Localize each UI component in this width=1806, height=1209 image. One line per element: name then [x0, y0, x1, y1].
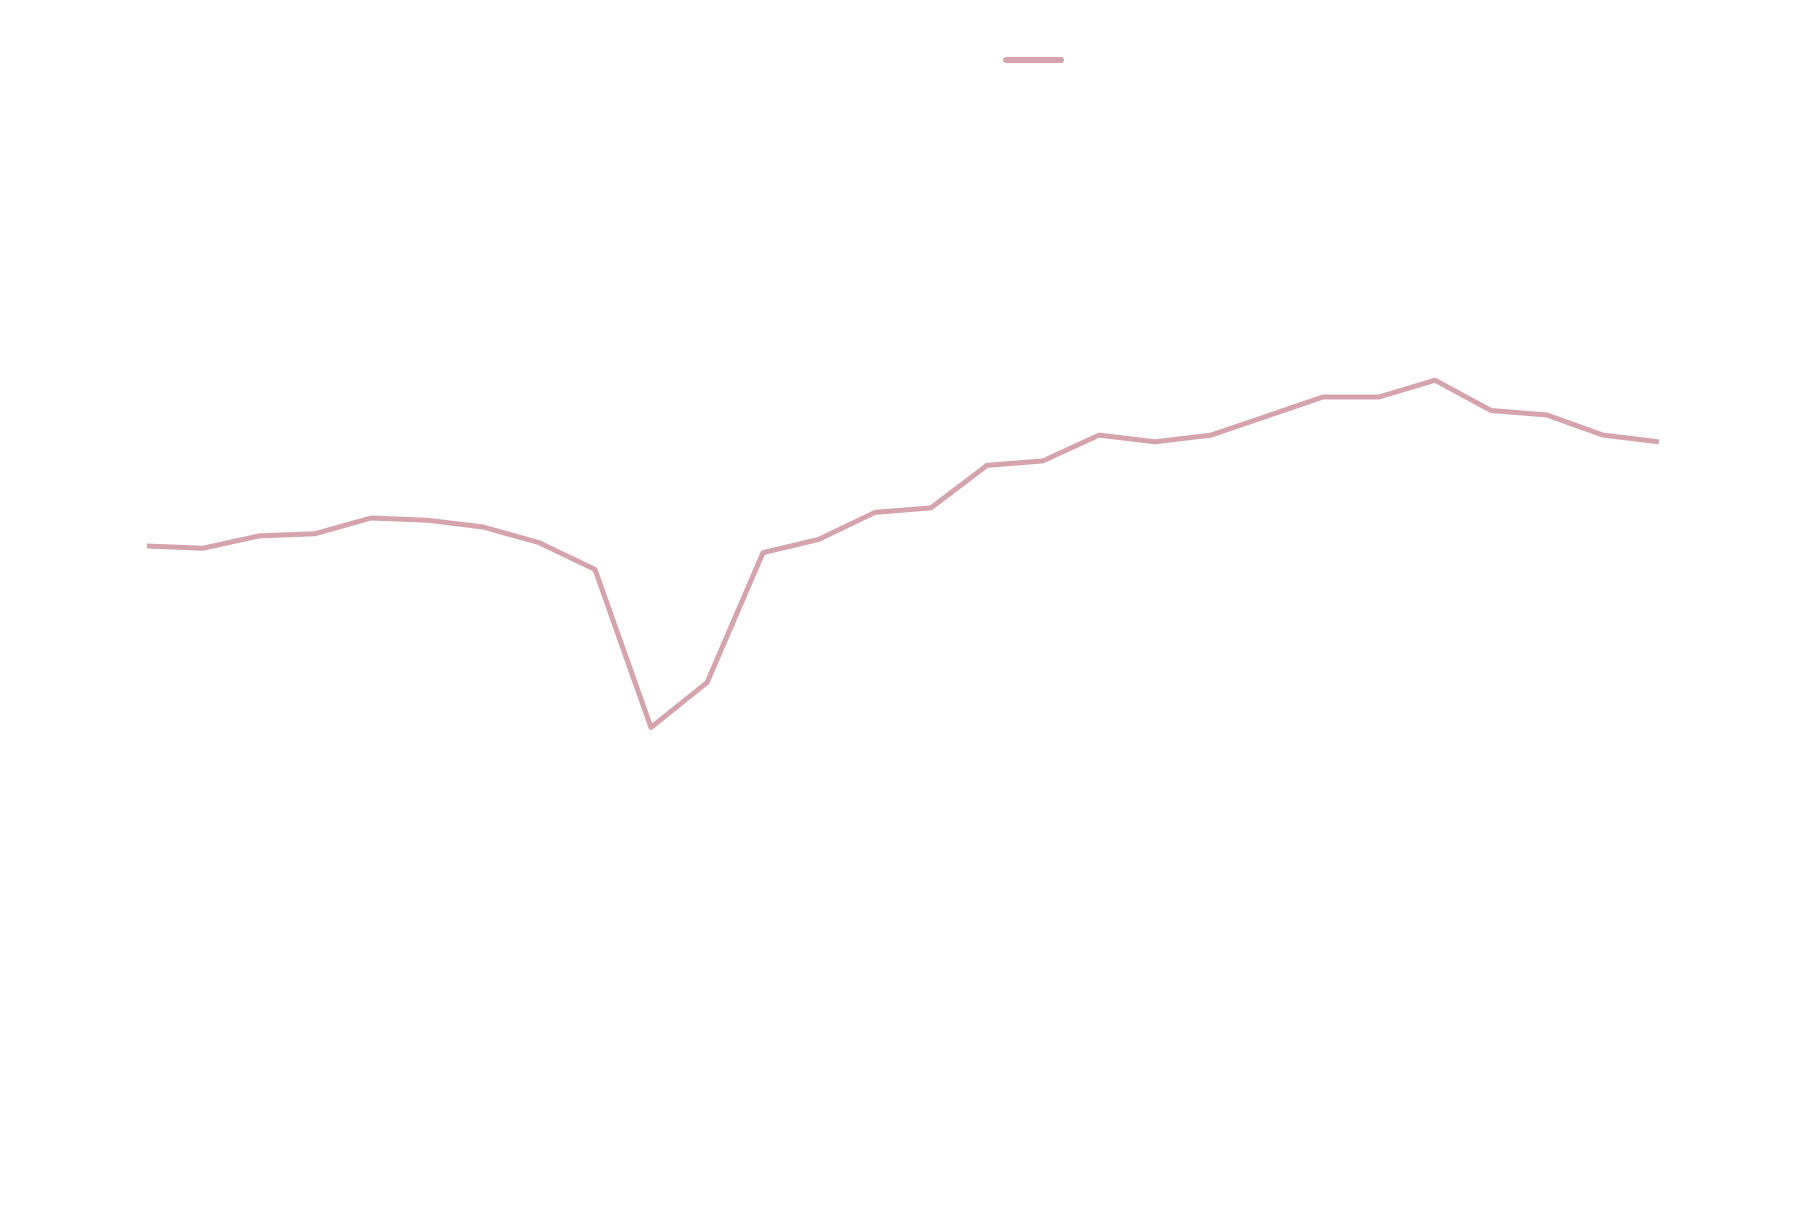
plot-area — [146, 377, 1660, 730]
series-line-0 — [146, 377, 1660, 730]
